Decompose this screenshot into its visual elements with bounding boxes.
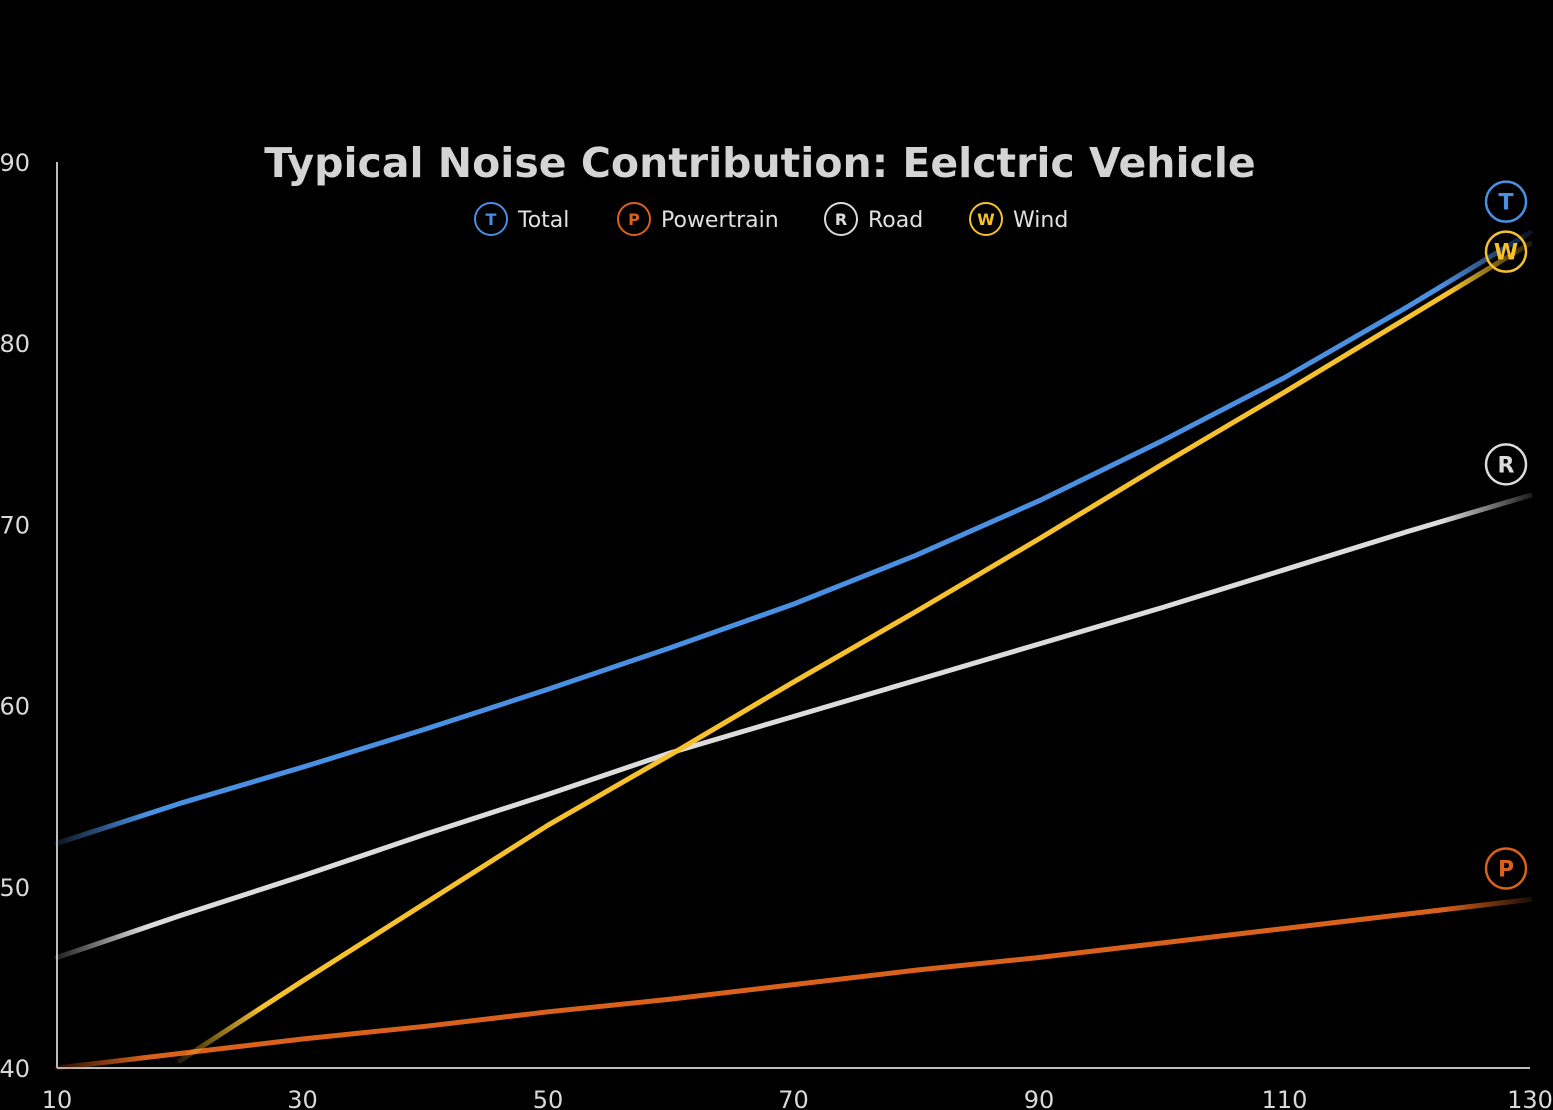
chart-title: Typical Noise Contribution: Eelctric Veh… bbox=[264, 139, 1255, 187]
end-badge-letter: W bbox=[1494, 241, 1518, 266]
legend-item-wind: W Wind bbox=[969, 202, 1068, 236]
x-tick-label: 90 bbox=[1024, 1086, 1055, 1110]
legend-item-total: T Total bbox=[474, 202, 569, 236]
legend-label: Wind bbox=[1013, 208, 1068, 233]
y-tick-label: 80 bbox=[0, 330, 30, 358]
legend-badge-circle bbox=[474, 202, 508, 236]
legend-badge-letter: W bbox=[977, 210, 995, 229]
x-tick-label: 130 bbox=[1507, 1086, 1553, 1110]
legend-label: Powertrain bbox=[661, 208, 779, 233]
x-tick-label: 110 bbox=[1262, 1086, 1308, 1110]
end-badge-wind: W bbox=[1484, 230, 1528, 273]
legend-label: Road bbox=[868, 208, 923, 233]
series-lines bbox=[54, 230, 1533, 1071]
end-badge-circle bbox=[1484, 443, 1528, 486]
end-badge-letter: R bbox=[1498, 453, 1515, 478]
legend-item-powertrain: P Powertrain bbox=[617, 202, 779, 236]
legend-badge-letter: T bbox=[486, 210, 497, 229]
end-badge-circle bbox=[1484, 230, 1528, 273]
series-line-total bbox=[54, 230, 1533, 846]
legend-item-road: R Road bbox=[824, 202, 923, 236]
end-badge-powertrain: P bbox=[1484, 847, 1528, 890]
end-badge-circle bbox=[1484, 847, 1528, 890]
legend-badge-circle bbox=[617, 202, 651, 236]
legend-label: Total bbox=[517, 208, 569, 233]
end-badge-circle bbox=[1484, 180, 1528, 223]
y-tick-label: 50 bbox=[0, 874, 30, 902]
end-badge-letter: P bbox=[1498, 857, 1514, 882]
legend: T Total P Powertrain R Road W Wind bbox=[474, 202, 1068, 236]
legend-badge-letter: R bbox=[835, 210, 847, 229]
end-badge-letter: T bbox=[1498, 191, 1513, 216]
y-tick-label: 40 bbox=[0, 1055, 30, 1083]
y-tick-label: 90 bbox=[0, 149, 30, 177]
y-tick-label: 70 bbox=[0, 511, 30, 539]
x-tick-label: 70 bbox=[778, 1086, 809, 1110]
series-line-wind bbox=[177, 241, 1533, 1064]
end-badges: TW R P bbox=[1484, 180, 1528, 890]
end-badge-road: R bbox=[1484, 443, 1528, 486]
legend-badge-circle bbox=[824, 202, 858, 236]
y-tick-label: 60 bbox=[0, 693, 30, 721]
x-tick-label: 10 bbox=[42, 1086, 73, 1110]
series-line-road bbox=[54, 492, 1533, 960]
x-tick-label: 30 bbox=[287, 1086, 318, 1110]
series-line-powertrain bbox=[54, 896, 1533, 1071]
end-badge-total: T bbox=[1484, 180, 1528, 223]
x-tick-label: 50 bbox=[533, 1086, 564, 1110]
legend-badge-letter: P bbox=[628, 210, 640, 229]
axes: 40 50 60 70 80 90 10 30 50 70 90 110 130 bbox=[0, 149, 1553, 1110]
legend-badge-circle bbox=[969, 202, 1003, 236]
